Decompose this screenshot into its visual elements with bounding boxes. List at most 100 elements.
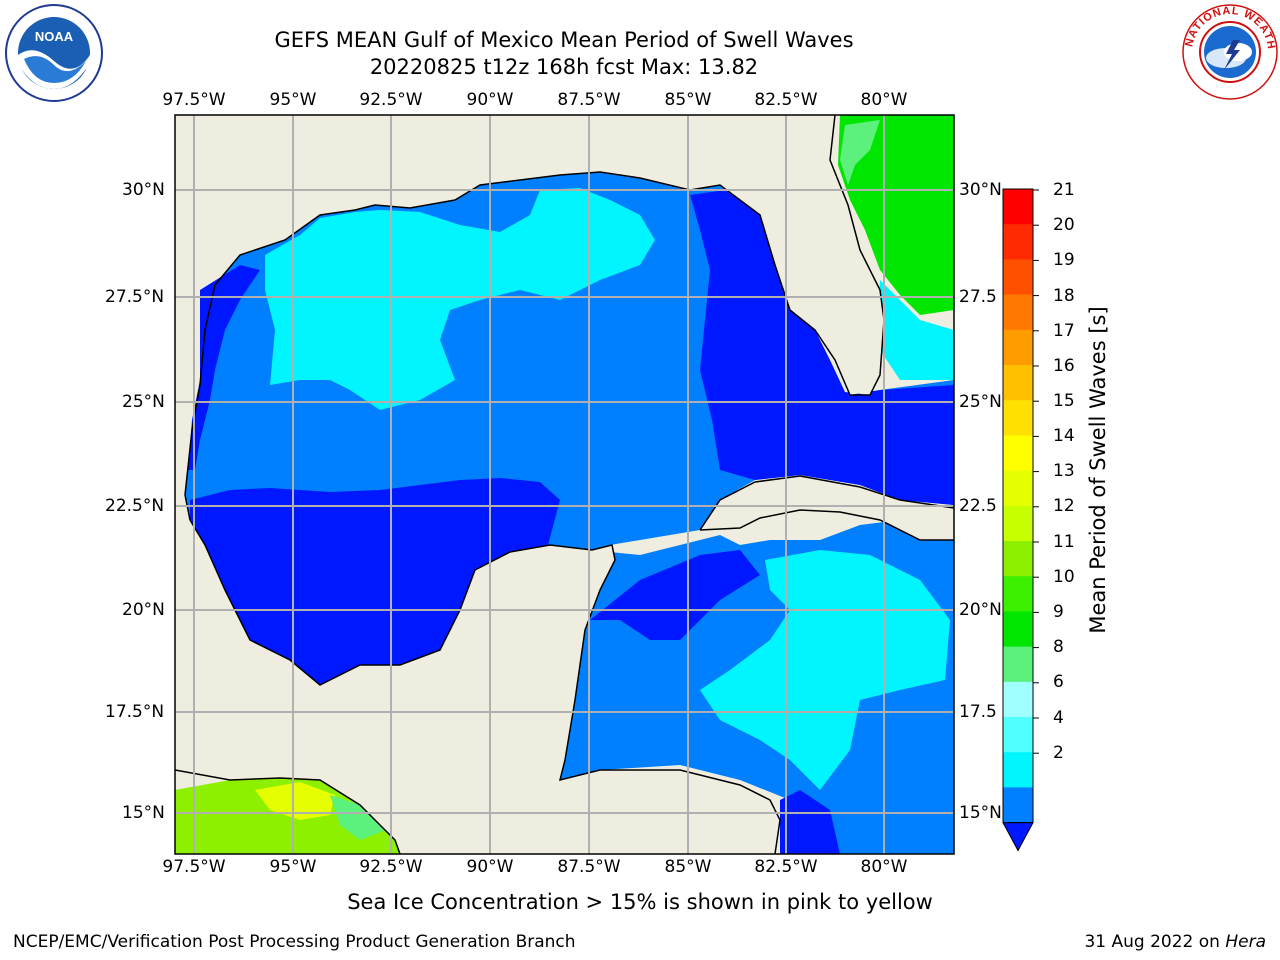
footer-credit: NCEP/EMC/Verification Post Processing Pr… — [13, 932, 576, 952]
lon-label-top: 87.5°W — [557, 90, 621, 110]
lon-label-bottom: 82.5°W — [754, 857, 818, 877]
lat-label-right: 22.5 — [959, 496, 997, 516]
lon-label-top: 92.5°W — [359, 90, 423, 110]
eastern-gulf-dark — [690, 190, 954, 505]
lat-label-right: 17.5 — [959, 702, 997, 722]
nw-gulf-dark — [188, 265, 260, 470]
colorbar-segment — [1003, 646, 1033, 683]
coastline-cuba — [699, 475, 954, 541]
colorbar-segment — [1003, 541, 1033, 577]
lat-label-right: 30°N — [959, 180, 1002, 200]
colorbar-segment — [1003, 505, 1033, 542]
lon-label-top: 80°W — [860, 90, 908, 110]
lat-label-right: 27.5 — [959, 287, 997, 307]
colorbar-segment — [1003, 189, 1033, 225]
lat-label-left: 17.5°N — [105, 702, 165, 722]
colorbar-segment — [1003, 681, 1033, 718]
pacific-yellow — [255, 782, 335, 820]
map-frame — [174, 114, 955, 855]
lon-label-top: 90°W — [466, 90, 514, 110]
colorbar — [1002, 188, 1039, 852]
footer-machine: Hera — [1225, 932, 1266, 952]
lon-label-bottom: 90°W — [466, 857, 514, 877]
map-title: GEFS MEAN Gulf of Mexico Mean Period of … — [274, 28, 854, 52]
colorbar-tick-label: 4 — [1053, 708, 1064, 728]
lon-label-bottom: 85°W — [664, 857, 712, 877]
colorbar-tick-label: 14 — [1053, 426, 1075, 446]
colorbar-segment — [1003, 752, 1033, 788]
lat-label-right: 15°N — [959, 803, 1002, 823]
lon-label-bottom: 95°W — [269, 857, 317, 877]
colorbar-segment — [1003, 717, 1033, 753]
northern-gulf-cyan — [265, 188, 655, 410]
map-plot-area — [175, 115, 954, 854]
lat-label-left: 25°N — [122, 392, 165, 412]
lon-label-bottom: 87.5°W — [557, 857, 621, 877]
sea-ice-note: Sea Ice Concentration > 15% is shown in … — [347, 890, 933, 914]
lat-label-right: 20°N — [959, 600, 1002, 620]
cuba-land — [700, 476, 954, 540]
colorbar-tick-label: 17 — [1053, 321, 1075, 341]
lon-label-bottom: 92.5°W — [359, 857, 423, 877]
colorbar-title: Mean Period of Swell Waves [s] — [1086, 306, 1110, 634]
bay-campeche-dark — [190, 478, 560, 685]
lon-label-top: 82.5°W — [754, 90, 818, 110]
lat-label-left: 30°N — [122, 180, 165, 200]
pacific-green — [175, 778, 400, 854]
florida-land — [760, 115, 884, 395]
colorbar-segment — [1003, 611, 1033, 648]
se-caribbean-dark — [780, 790, 840, 854]
lon-label-bottom: 80°W — [860, 857, 908, 877]
colorbar-tick-label: 12 — [1053, 496, 1075, 516]
colorbar-segment — [1003, 470, 1033, 507]
colorbar-segment — [1003, 435, 1033, 472]
colorbar-tick-label: 2 — [1053, 743, 1064, 763]
lat-label-left: 15°N — [122, 803, 165, 823]
colorbar-tick-label: 21 — [1053, 180, 1075, 200]
noaa-logo: NOAA — [5, 4, 103, 102]
atlantic-green — [838, 115, 954, 315]
coastline-pacific — [175, 769, 401, 854]
colorbar-tick-label: 16 — [1053, 356, 1075, 376]
lat-label-left: 27.5°N — [105, 287, 165, 307]
lon-label-top: 85°W — [664, 90, 712, 110]
nws-logo: NATIONAL WEATHER SERVICE — [1176, 2, 1278, 100]
colorbar-extend-arrow — [1002, 822, 1034, 852]
lat-label-left: 20°N — [122, 600, 165, 620]
colorbar-tick-label: 9 — [1053, 602, 1064, 622]
pacific-light-green — [330, 795, 385, 840]
colorbar-segment — [1003, 365, 1033, 401]
svg-text:NOAA: NOAA — [35, 29, 74, 44]
colorbar-tick-label: 13 — [1053, 461, 1075, 481]
colorbar-segment — [1003, 787, 1033, 824]
map-subtitle: 20220825 t12z 168h fcst Max: 13.82 — [369, 55, 759, 79]
colorbar-tick-label: 11 — [1053, 532, 1075, 552]
colorbar-tick-label: 6 — [1053, 672, 1064, 692]
colorbar-segment — [1003, 294, 1033, 331]
coastline-mexico — [184, 494, 781, 854]
graticule — [175, 115, 954, 854]
w-caribbean-dark — [590, 550, 760, 640]
lon-label-top: 97.5°W — [162, 90, 226, 110]
colorbar-tick-label: 8 — [1053, 637, 1064, 657]
colorbar-segment — [1003, 400, 1033, 436]
lon-label-bottom: 97.5°W — [162, 857, 226, 877]
lat-label-left: 22.5°N — [105, 496, 165, 516]
lat-label-right: 25°N — [959, 392, 1002, 412]
colorbar-tick-label: 10 — [1053, 567, 1075, 587]
coastline-north — [184, 115, 885, 496]
colorbar-segment — [1003, 576, 1033, 612]
colorbar-segment — [1003, 329, 1033, 366]
atlantic-light-green — [840, 120, 880, 185]
lon-label-top: 95°W — [269, 90, 317, 110]
colorbar-tick-label: 18 — [1053, 286, 1075, 306]
colorbar-tick-label: 15 — [1053, 391, 1075, 411]
colorbar-frame — [1002, 188, 1034, 824]
colorbar-segment — [1003, 224, 1033, 260]
colorbar-tick-label: 19 — [1053, 250, 1075, 270]
footer-date: 31 Aug 2022 on Hera — [1084, 932, 1266, 952]
colorbar-tick-label: 20 — [1053, 215, 1075, 235]
yucatan-land — [175, 545, 780, 854]
atlantic-cyan — [878, 280, 954, 380]
